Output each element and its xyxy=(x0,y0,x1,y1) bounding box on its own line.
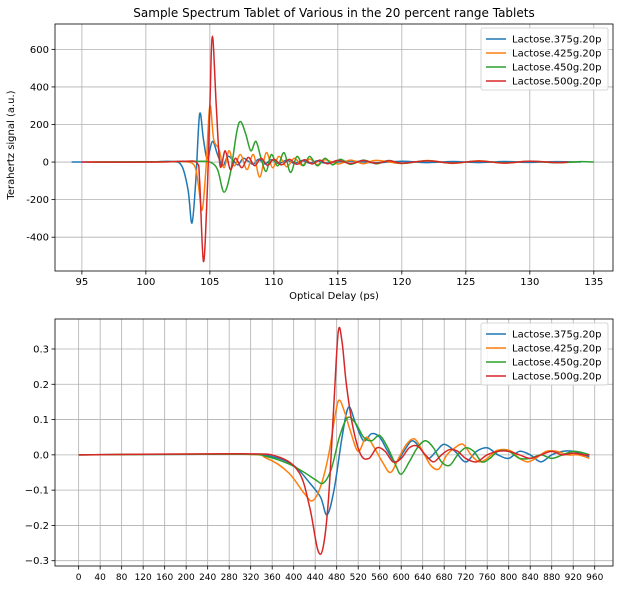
bottom-legend-label-4: Lactose.500g.20p xyxy=(512,372,601,383)
bottom-chart-ticks: 0 40 80 120 160 200 240 280 320 360 400 440 480 520 56… xyxy=(25,344,604,583)
bottom-x-tick-label: 960 xyxy=(586,573,603,583)
bottom-x-tick-label: 560 xyxy=(371,573,388,583)
bottom-x-tick-label: 920 xyxy=(565,573,582,583)
bottom-x-tick-label: 440 xyxy=(307,573,324,583)
bottom-x-tick-label: 200 xyxy=(178,573,195,583)
top-series-line-1 xyxy=(71,112,582,224)
top-series-line-3 xyxy=(94,120,594,193)
bottom-y-tick-label: −0.3 xyxy=(25,556,49,567)
bottom-x-tick-label: 0 xyxy=(76,573,82,583)
bottom-x-tick-label: 40 xyxy=(94,573,106,583)
top-chart-y-axis-label: Terahertz signal (a.u.) xyxy=(6,90,17,200)
bottom-y-tick-label: 0.3 xyxy=(33,344,49,355)
bottom-x-tick-label: 360 xyxy=(264,573,281,583)
top-x-tick-label: 120 xyxy=(392,277,411,288)
top-x-tick-label: 135 xyxy=(584,277,603,288)
bottom-x-tick-label: 720 xyxy=(457,573,474,583)
bottom-x-tick-label: 400 xyxy=(285,573,302,583)
top-x-tick-label: 110 xyxy=(264,277,283,288)
bottom-y-tick-label: 0.0 xyxy=(33,450,49,461)
top-x-tick-label: 100 xyxy=(136,277,155,288)
bottom-x-tick-label: 520 xyxy=(350,573,367,583)
top-x-tick-label: 105 xyxy=(200,277,219,288)
bottom-x-tick-label: 640 xyxy=(414,573,431,583)
top-chart-plot-frame xyxy=(54,23,614,272)
bottom-x-tick-label: 240 xyxy=(199,573,216,583)
bottom-y-tick-label: −0.2 xyxy=(25,521,49,532)
bottom-x-tick-label: 840 xyxy=(522,573,539,583)
bottom-chart-lines xyxy=(78,326,590,555)
bottom-legend-label-3: Lactose.450g.20p xyxy=(512,358,601,369)
bottom-chart-legend: Lactose.375g.20p Lactose.425g.20p Lactose.… xyxy=(480,322,609,386)
top-x-tick-label: 95 xyxy=(76,277,89,288)
top-chart-legend: Lactose.375g.20p Lactose.425g.20p Lactose.… xyxy=(480,27,609,91)
top-legend-label-4: Lactose.500g.20p xyxy=(512,77,601,88)
bottom-legend-label-1: Lactose.375g.20p xyxy=(512,330,601,341)
top-legend-label-1: Lactose.375g.20p xyxy=(512,35,601,46)
bottom-x-tick-label: 160 xyxy=(156,573,173,583)
top-x-tick-label: 125 xyxy=(456,277,475,288)
top-y-tick-label: -400 xyxy=(26,233,49,244)
bottom-series-line-1 xyxy=(78,406,590,516)
top-chart-title: Sample Spectrum Tablet of Various in the… xyxy=(133,6,534,20)
bottom-x-tick-label: 760 xyxy=(479,573,496,583)
top-chart-lines xyxy=(71,35,594,263)
bottom-y-tick-label: 0.1 xyxy=(33,415,49,426)
bottom-x-tick-label: 680 xyxy=(436,573,453,583)
top-series-line-4 xyxy=(81,35,569,263)
bottom-x-tick-label: 80 xyxy=(116,573,128,583)
bottom-y-tick-label: 0.2 xyxy=(33,380,49,391)
bottom-series-line-2 xyxy=(78,399,590,502)
top-x-tick-label: 115 xyxy=(328,277,347,288)
top-chart-x-axis-label: Optical Delay (ps) xyxy=(289,291,379,302)
bottom-chart: 0 40 80 120 160 200 240 280 320 360 400 440 480 520 56… xyxy=(25,318,614,583)
top-legend-label-2: Lactose.425g.20p xyxy=(512,49,601,60)
top-y-tick-label: 600 xyxy=(30,45,49,56)
bottom-x-tick-label: 600 xyxy=(393,573,410,583)
bottom-legend-label-2: Lactose.425g.20p xyxy=(512,344,601,355)
bottom-x-tick-label: 880 xyxy=(543,573,560,583)
bottom-x-tick-label: 320 xyxy=(242,573,259,583)
bottom-chart-plot-frame xyxy=(54,318,614,567)
bottom-legend-box xyxy=(480,322,609,386)
bottom-y-tick-label: −0.1 xyxy=(25,486,49,497)
top-chart-ticks: 95 100 105 110 115 120 125 130 135 -400 -200 0 200 40… xyxy=(26,45,603,288)
top-y-tick-label: 200 xyxy=(30,120,49,131)
top-legend-box xyxy=(480,27,609,91)
top-y-tick-label: -200 xyxy=(26,195,49,206)
top-chart: Sample Spectrum Tablet of Various in the… xyxy=(6,6,614,302)
top-y-tick-label: 0 xyxy=(43,158,49,169)
bottom-x-tick-label: 800 xyxy=(500,573,517,583)
bottom-x-tick-label: 480 xyxy=(328,573,345,583)
bottom-x-tick-label: 120 xyxy=(135,573,152,583)
top-x-tick-label: 130 xyxy=(520,277,539,288)
top-legend-label-3: Lactose.450g.20p xyxy=(512,63,601,74)
bottom-x-tick-label: 280 xyxy=(221,573,238,583)
bottom-series-line-3 xyxy=(78,416,590,485)
top-series-line-2 xyxy=(88,104,575,211)
bottom-series-line-4 xyxy=(78,326,590,555)
top-y-tick-label: 400 xyxy=(30,82,49,93)
